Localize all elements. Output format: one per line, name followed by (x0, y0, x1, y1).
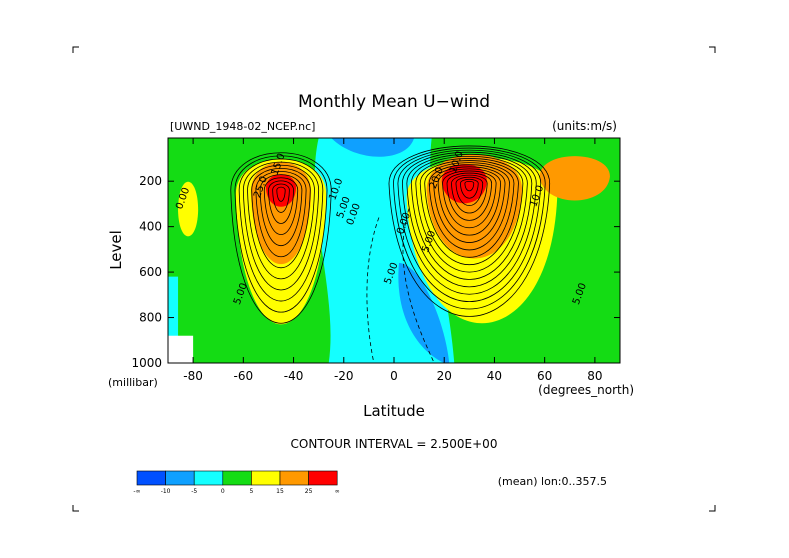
north-jet-contour (460, 178, 479, 199)
contour-interval-label: CONTOUR INTERVAL = 2.500E+00 (291, 437, 498, 451)
x-tick-label: -40 (284, 369, 304, 383)
north-jet-contour (401, 151, 537, 295)
y-axis-title: Level (107, 230, 125, 270)
missing-data (168, 335, 194, 363)
plot-area: 15.025.0 10.05.000.000.005.000.005.005.00… (168, 138, 620, 363)
south-polar-jet (178, 181, 199, 237)
mean-label: (mean) lon:0..357.5 (498, 475, 607, 488)
contour-labels: 15.025.0 10.05.000.000.005.000.005.005.00… (174, 150, 589, 307)
x-axis-title: Latitude (363, 402, 425, 420)
x-axis-units: (degrees_north) (538, 383, 634, 397)
y-tick-label: 400 (139, 220, 162, 234)
north-jet-contour (464, 180, 475, 192)
south-jet-contour (268, 180, 294, 224)
south-jet-contour (247, 164, 315, 280)
y-tick-label: 200 (139, 174, 162, 188)
lower-easterly-core (398, 263, 450, 363)
colorbar-label: 25 (305, 488, 313, 495)
x-tick-label: -60 (234, 369, 254, 383)
y-tick-label: 1000 (131, 356, 162, 370)
south-jet-contour (276, 186, 286, 202)
contour-lines (230, 145, 551, 363)
colorbar-swatch (279, 470, 309, 486)
colorbar-label: ∞ (335, 488, 340, 495)
polar-easterly (168, 276, 179, 363)
x-tick-label: 0 (390, 369, 398, 383)
colorbar: -∞ -10 -5 0 5 15 25 ∞ (133, 470, 340, 495)
x-axis: -80 -60 -40 -20 0 20 40 60 80 (183, 138, 603, 383)
crop-marks (72, 46, 716, 512)
y-axis-units: (millibar) (108, 376, 158, 389)
north-jet-contour (428, 164, 510, 251)
easterly-contour (366, 217, 380, 363)
north-jet-contour (424, 162, 515, 258)
south-jet-contour (230, 152, 332, 324)
north-jet-contour (437, 168, 501, 236)
north-jet-contour (388, 145, 551, 317)
north-jet-contour (410, 155, 528, 280)
x-tick-label: 80 (587, 369, 602, 383)
colorbar-swatch (222, 470, 252, 486)
y-tick-label: 600 (139, 265, 162, 279)
units-label: (units:m/s) (552, 119, 617, 133)
north-jet-contour (406, 154, 533, 288)
south-jet-contour (259, 174, 303, 247)
colorbar-swatch (308, 470, 338, 486)
upper-easterly-core (331, 138, 415, 157)
colorbar-label: -10 (161, 488, 171, 495)
south-jet-contour (238, 158, 324, 302)
x-tick-label: -20 (334, 369, 354, 383)
north-jet-contour (415, 158, 524, 273)
x-tick-label: -80 (183, 369, 203, 383)
colorbar-swatch (165, 470, 195, 486)
y-axis: 200 400 600 800 1000 (131, 174, 620, 370)
colorbar-swatch (193, 470, 224, 486)
colorbar-swatch (251, 470, 281, 486)
y-tick-label: 800 (139, 311, 162, 325)
north-jet-contour (433, 166, 506, 243)
chart-title: Monthly Mean U−wind (298, 92, 490, 112)
south-jet-contour (272, 183, 290, 213)
north-jet-contour (397, 149, 542, 303)
colorbar-label: 0 (221, 488, 225, 495)
north-jet-contour (451, 174, 488, 214)
south-jet-15 (250, 161, 312, 265)
north-polar-core (539, 156, 610, 201)
dataset-label: [UWND_1948-02_NCEP.nc] (170, 120, 315, 133)
south-jet-contour (255, 171, 307, 257)
south-jet-contour (234, 155, 328, 313)
south-jet-contour (263, 177, 299, 235)
easterly-contour (402, 208, 435, 363)
north-jet-contour (446, 172, 493, 221)
colorbar-label: 5 (249, 488, 253, 495)
north-jet-contour (455, 176, 484, 207)
north-jet-contour (393, 147, 546, 310)
colorbar-swatch (136, 470, 166, 486)
south-jet-contour (242, 161, 320, 291)
colorbar-label: 15 (276, 488, 284, 495)
colorbar-label: -5 (191, 488, 197, 495)
x-tick-label: 40 (487, 369, 502, 383)
south-jet-contour (251, 168, 311, 268)
north-jet-contour (419, 160, 519, 266)
colorbar-label: -∞ (133, 488, 140, 495)
x-tick-label: 20 (437, 369, 452, 383)
north-jet-contour (442, 170, 497, 228)
x-tick-label: 60 (537, 369, 552, 383)
